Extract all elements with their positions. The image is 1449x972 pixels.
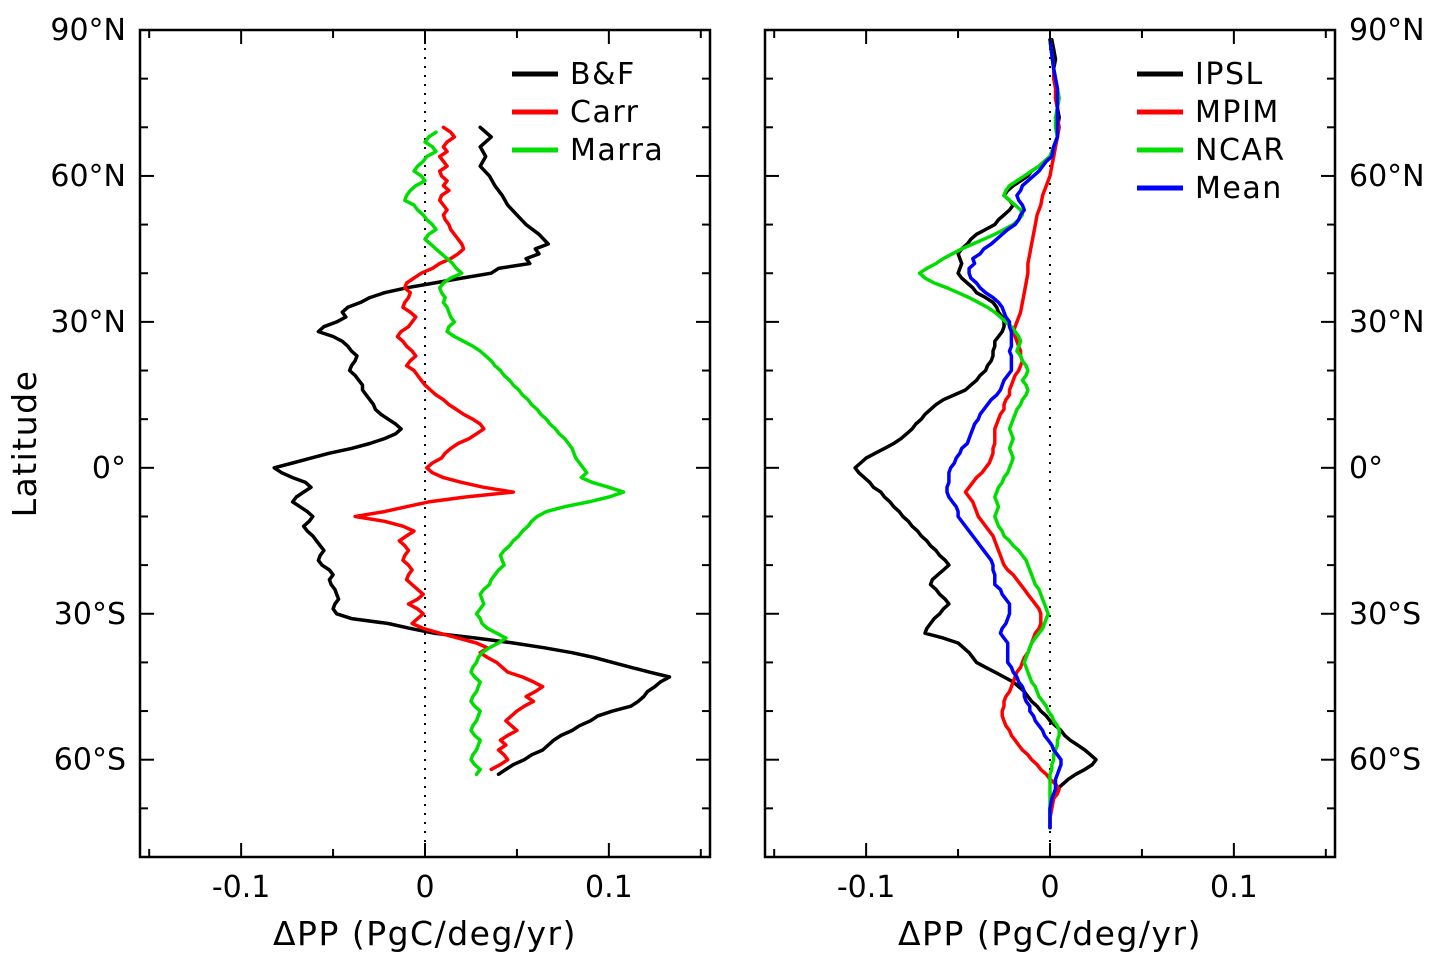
legend-label-ncar: NCAR [1195,133,1286,168]
y-tick-label: 30°S [54,597,126,632]
x-tick-label: -0.1 [837,870,896,905]
legend-label-b-f: B&F [570,57,636,92]
y-tick-label: 30°S [1349,597,1421,632]
y-tick-label: 90°N [50,13,126,48]
legend-label-carr: Carr [570,95,639,130]
x-tick-label: 0.1 [1210,870,1258,905]
y-tick-label: 30°N [1349,305,1425,340]
legend-label-mpim: MPIM [1195,95,1280,130]
y-tick-label: 90°N [1349,13,1425,48]
y-tick-label: 60°N [50,159,126,194]
series-line-mean [945,37,1063,830]
y-axis-label: Latitude [5,370,44,518]
x-axis-label: ΔPP (PgC/deg/yr) [273,914,577,953]
series-line-carr [353,125,545,772]
x-tick-label: 0 [1040,870,1059,905]
legend-label-marra: Marra [570,133,664,168]
panel-right: -0.1 0 0.1 90°N 60°N 30°N 0° 30°S 60°S ΔPP (PgC/d… [763,13,1425,953]
y-tick-label: 30°N [50,305,126,340]
legend-label-mean: Mean [1195,171,1283,206]
series-line-b-f [272,125,672,777]
panel-left: -0.1 0 0.1 90°N 60°N 30°N 0° 30°S 60°S ΔPP (PgC/d… [5,13,712,953]
y-tick-label: 0° [92,451,126,486]
y-tick-label: 60°S [54,743,126,778]
series-line-ipsl [853,37,1098,830]
series-line-mpim [963,37,1061,830]
x-tick-label: 0 [415,870,434,905]
y-tick-label: 60°N [1349,159,1425,194]
y-tick-label: 0° [1349,451,1383,486]
y-tick-label: 60°S [1349,743,1421,778]
x-axis-label: ΔPP (PgC/deg/yr) [898,914,1202,953]
x-tick-label: 0.1 [585,870,633,905]
x-tick-label: -0.1 [212,870,271,905]
legend-label-ipsl: IPSL [1195,57,1264,92]
series-line-marra [403,130,626,777]
